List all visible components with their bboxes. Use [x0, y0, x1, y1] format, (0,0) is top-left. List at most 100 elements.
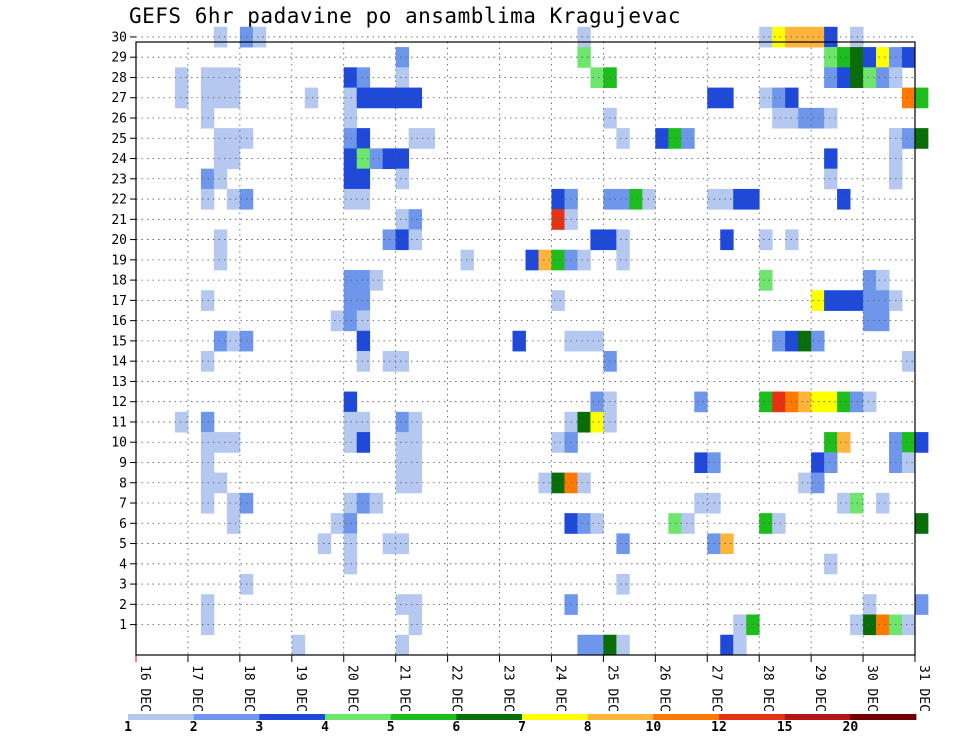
heatmap-cell [590, 411, 604, 433]
heatmap-cell [863, 269, 877, 291]
x-tick-label: 23 DEC [501, 665, 516, 712]
heatmap-cell [577, 411, 591, 433]
heatmap-cell [681, 513, 695, 534]
heatmap-cell [408, 594, 423, 615]
heatmap-cell [395, 634, 410, 656]
heatmap-cell [174, 411, 189, 433]
heatmap-cell [811, 107, 825, 129]
legend-swatch [456, 714, 523, 720]
heatmap-cell [356, 411, 371, 433]
heatmap-cell [772, 87, 786, 109]
legend-level-label: 7 [518, 720, 526, 735]
heatmap-cell [226, 513, 241, 534]
heatmap-cell [551, 432, 565, 453]
plot-frame [135, 41, 916, 656]
heatmap-cell [837, 67, 851, 88]
heatmap-cell [577, 249, 591, 271]
heatmap-cell [902, 128, 916, 149]
heatmap-cell [356, 168, 371, 190]
heatmap-cell [824, 67, 838, 88]
heatmap-cell [616, 188, 630, 210]
heatmap-cell [395, 229, 410, 251]
heatmap-cell [733, 188, 747, 210]
heatmap-cell [720, 188, 734, 210]
heatmap-cell [408, 614, 423, 636]
heatmap-cell [343, 269, 358, 291]
heatmap-cell [642, 188, 656, 210]
heatmap-cell [343, 128, 358, 149]
heatmap-cell [863, 67, 877, 88]
heatmap-cell [759, 269, 773, 291]
y-tick-label: 24 [111, 152, 127, 167]
heatmap-cell [577, 472, 591, 494]
heatmap-cell [408, 411, 423, 433]
heatmap-cell [395, 472, 410, 494]
heatmap-cell [343, 87, 358, 109]
x-tick-label: 28 DEC [760, 665, 775, 712]
heatmap-cell [915, 513, 929, 534]
legend-level-label: 5 [386, 720, 395, 735]
heatmap-cell [863, 594, 877, 615]
heatmap-cell [824, 553, 838, 575]
y-tick-label: 17 [111, 294, 127, 309]
x-tick-label: 31 DEC [916, 665, 931, 712]
heatmap-cell [408, 452, 423, 474]
legend-swatch [653, 714, 720, 720]
heatmap-cell [551, 249, 565, 271]
heatmap-cell [590, 67, 604, 88]
heatmap-cell [356, 330, 371, 352]
heatmap-cell [811, 391, 825, 413]
heatmap-cell [837, 188, 851, 210]
heatmap-cell [811, 452, 825, 474]
heatmap-cell [863, 614, 877, 636]
heatmap-cell [590, 330, 604, 352]
y-tick-label: 28 [111, 71, 127, 86]
heatmap-cell [551, 472, 565, 494]
y-tick-label: 30 [111, 30, 127, 45]
heatmap-cell [590, 391, 604, 413]
heatmap-cell [616, 573, 630, 595]
x-tick-label: 27 DEC [708, 665, 723, 712]
heatmap-cell [343, 513, 358, 534]
heatmap-cell [876, 614, 890, 636]
heatmap-cell [343, 432, 358, 453]
heatmap-cell [395, 533, 410, 555]
heatmap-cell [395, 47, 410, 68]
heatmap-cell [759, 513, 773, 534]
x-tick-label: 17 DEC [189, 665, 204, 712]
y-tick-label: 1 [119, 618, 127, 633]
heatmap-cell [551, 188, 565, 210]
heatmap-cell [213, 148, 228, 170]
heatmap-cell [759, 391, 773, 413]
heatmap-cell [603, 634, 617, 656]
heatmap-cell [902, 87, 916, 109]
heatmap-cell [174, 67, 189, 88]
heatmap-cell [343, 533, 358, 555]
heatmap-cell [616, 229, 630, 251]
y-tick-label: 16 [111, 314, 127, 329]
heatmap-cell [369, 148, 384, 170]
axis-ticks: 1234567891011121314151617181920212223242… [111, 30, 931, 712]
heatmap-cell [837, 290, 851, 311]
heatmap-cell [408, 128, 423, 149]
heatmap-cell [408, 229, 423, 251]
legend-level-label: 8 [583, 720, 592, 735]
y-tick-label: 25 [111, 132, 127, 147]
heatmap-cell [226, 67, 241, 88]
heatmap-cell [824, 148, 838, 170]
heatmap-cell [408, 87, 423, 109]
heatmap-cell [213, 432, 228, 453]
heatmap-cell [551, 290, 565, 311]
y-tick-label: 18 [111, 274, 127, 289]
heatmap-cell [369, 492, 384, 514]
heatmap-cell [824, 452, 838, 474]
legend-swatch [128, 714, 195, 720]
chart-title: GEFS 6hr padavine po ansamblima Kragujev… [129, 4, 682, 28]
y-tick-label: 27 [111, 91, 127, 106]
heatmap-cell [837, 492, 851, 514]
y-tick-label: 3 [119, 578, 127, 593]
heatmap-cell [772, 107, 786, 129]
heatmap-cell [174, 87, 189, 109]
heatmap-cell [720, 87, 734, 109]
y-tick-label: 15 [111, 334, 127, 349]
